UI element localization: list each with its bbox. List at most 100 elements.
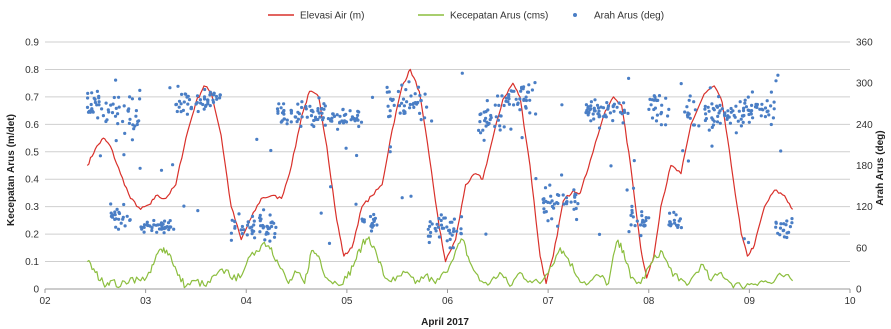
scatter-point xyxy=(708,86,712,90)
scatter-point xyxy=(389,97,393,101)
right-tick-label: 60 xyxy=(856,243,868,254)
scatter-point xyxy=(134,109,138,113)
scatter-point xyxy=(591,112,595,116)
scatter-point xyxy=(678,217,683,221)
scatter-point xyxy=(128,95,132,99)
scatter-point xyxy=(448,237,452,241)
scatter-point xyxy=(433,226,437,231)
scatter-point xyxy=(484,110,488,114)
scatter-point xyxy=(212,93,216,97)
scatter-point xyxy=(572,188,576,192)
scatter-point xyxy=(596,106,601,110)
scatter-point xyxy=(309,109,313,113)
scatter-point xyxy=(426,234,430,238)
scatter-point xyxy=(626,111,630,115)
scatter-point xyxy=(481,128,485,132)
scatter-point xyxy=(255,137,259,141)
scatter-point xyxy=(778,226,783,230)
scatter-point xyxy=(142,223,147,227)
scatter-point xyxy=(105,118,109,122)
scatter-point xyxy=(133,124,137,128)
scatter-point xyxy=(452,217,456,221)
scatter-point xyxy=(268,239,272,243)
scatter-point xyxy=(596,112,600,116)
scatter-point xyxy=(562,202,566,206)
x-axis-title: April 2017 xyxy=(421,317,469,328)
scatter-point xyxy=(772,100,776,104)
scatter-point xyxy=(150,226,154,230)
left-tick-label: 0.7 xyxy=(25,92,39,103)
legend-label-0: Elevasi Air (m) xyxy=(300,11,364,22)
scatter-point xyxy=(296,110,300,114)
scatter-point xyxy=(507,94,511,99)
scatter-point xyxy=(781,229,785,233)
scatter-point xyxy=(180,92,184,96)
scatter-point xyxy=(673,221,677,225)
scatter-point xyxy=(687,98,691,102)
scatter-point xyxy=(408,106,412,110)
scatter-point xyxy=(312,118,316,123)
scatter-point xyxy=(316,107,320,111)
scatter-point xyxy=(321,118,325,122)
scatter-point xyxy=(586,113,590,117)
scatter-point xyxy=(627,230,631,234)
scatter-point xyxy=(152,223,156,227)
scatter-point xyxy=(528,111,532,115)
scatter-point xyxy=(511,103,516,107)
scatter-point xyxy=(266,227,270,231)
scatter-point xyxy=(493,103,497,107)
left-axis-title: Kecepatan Arus (m/det) xyxy=(6,114,17,226)
legend-label-1: Kecepatan Arus (cms) xyxy=(450,11,548,22)
scatter-point xyxy=(550,204,555,209)
scatter-point xyxy=(127,121,131,125)
chart-legend: Elevasi Air (m) Kecepatan Arus (cms) Arah … xyxy=(268,11,664,22)
scatter-point xyxy=(262,225,266,229)
scatter-point xyxy=(199,101,203,105)
scatter-point xyxy=(122,104,126,108)
scatter-point xyxy=(534,177,538,181)
scatter-point xyxy=(731,109,735,113)
scatter-point xyxy=(611,119,615,123)
scatter-point xyxy=(589,100,594,104)
scatter-point xyxy=(177,99,182,103)
scatter-point xyxy=(589,104,593,108)
scatter-point xyxy=(703,104,707,108)
scatter-point xyxy=(611,104,615,108)
scatter-point xyxy=(659,110,664,115)
scatter-point xyxy=(779,149,783,153)
left-tick-label: 0.2 xyxy=(25,230,39,241)
scatter-point xyxy=(385,90,389,94)
scatter-point xyxy=(595,103,600,107)
scatter-point xyxy=(185,112,189,116)
scatter-point xyxy=(313,115,318,119)
scatter-point xyxy=(344,146,348,150)
scatter-point xyxy=(196,109,200,114)
scatter-point xyxy=(109,214,113,218)
left-tick-label: 0.1 xyxy=(25,257,39,268)
scatter-point xyxy=(179,102,183,106)
scatter-point xyxy=(668,211,672,215)
scatter-point xyxy=(114,106,118,110)
scatter-point xyxy=(388,150,392,154)
scatter-point xyxy=(316,109,320,113)
scatter-point xyxy=(779,222,783,226)
scatter-point xyxy=(652,107,656,112)
scatter-point xyxy=(98,154,102,158)
scatter-point xyxy=(507,102,511,106)
scatter-point xyxy=(229,238,233,242)
legend-swatch-2 xyxy=(573,13,577,17)
scatter-point xyxy=(230,218,234,222)
scatter-point xyxy=(253,236,257,240)
scatter-point xyxy=(329,119,333,123)
scatter-point xyxy=(639,234,643,238)
scatter-point xyxy=(697,124,701,128)
scatter-point xyxy=(498,128,502,132)
scatter-point xyxy=(268,213,272,217)
scatter-point xyxy=(550,217,554,221)
scatter-point xyxy=(621,121,625,125)
scatter-point xyxy=(561,193,565,197)
scatter-point xyxy=(258,230,262,234)
scatter-point xyxy=(703,107,707,111)
scatter-point xyxy=(117,105,121,109)
scatter-point xyxy=(445,225,449,229)
